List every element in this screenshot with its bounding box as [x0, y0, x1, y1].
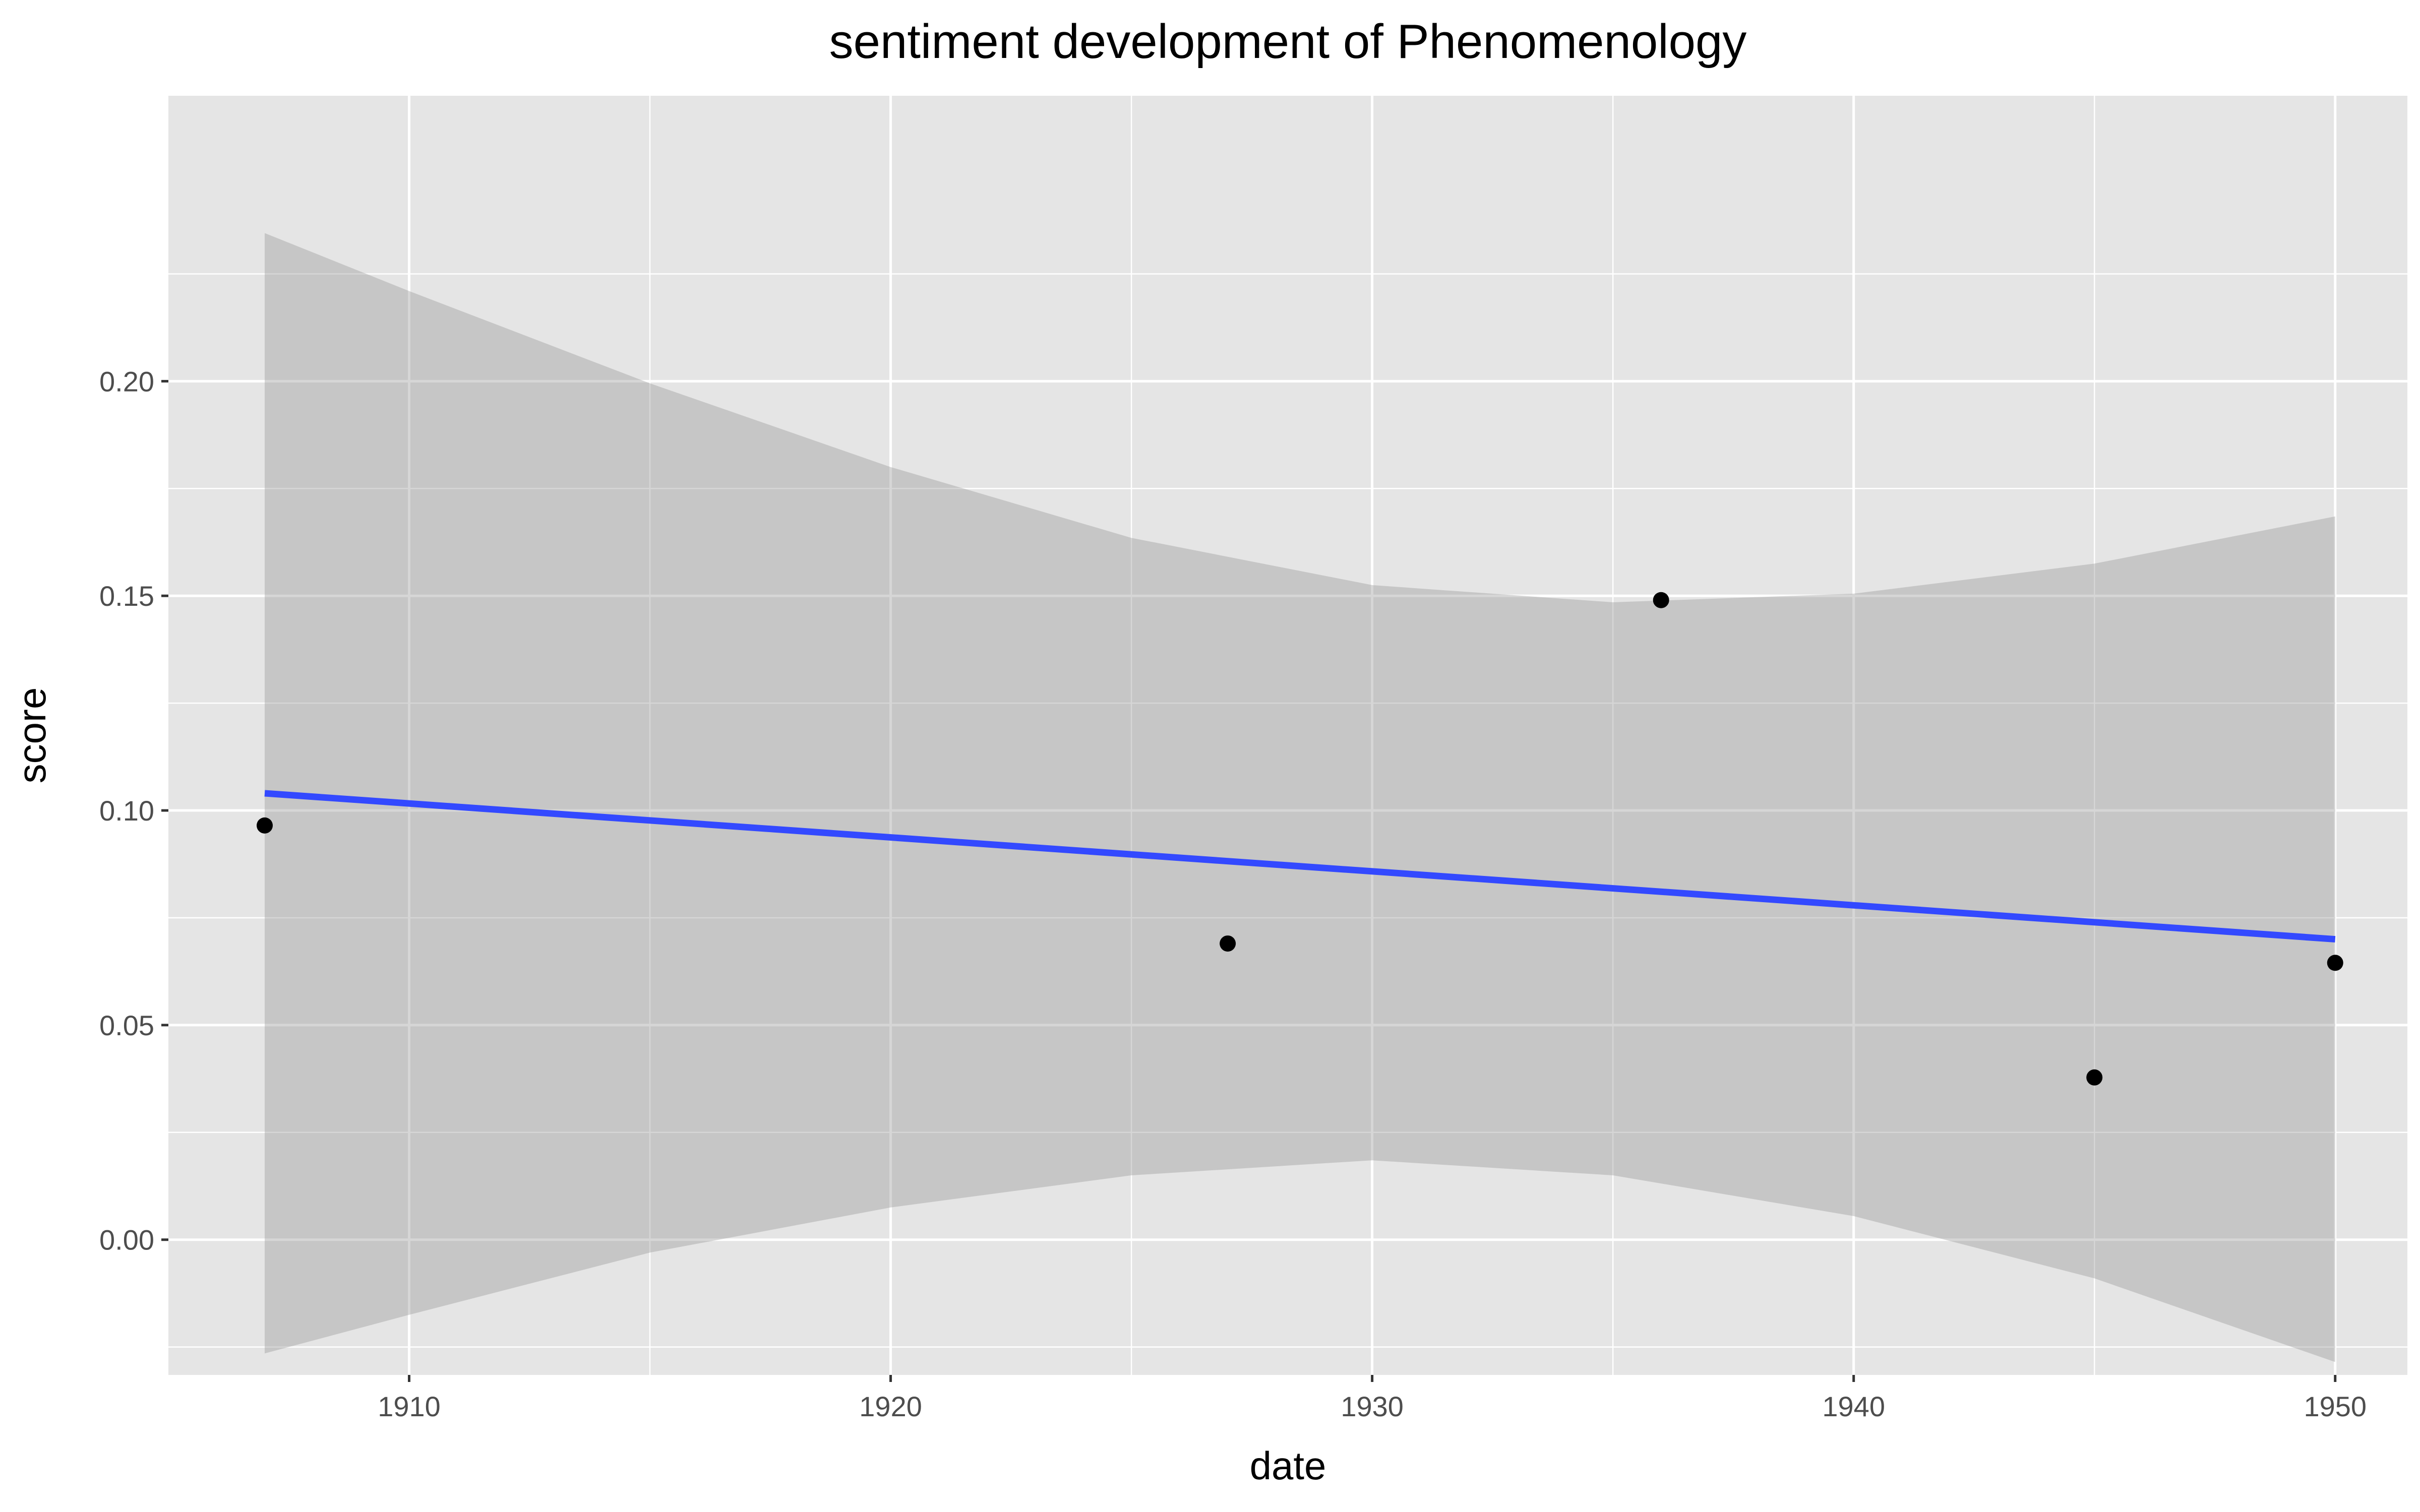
data-point — [1653, 592, 1669, 608]
x-axis: 1910 1920 1930 1940 1950 — [378, 1375, 2367, 1422]
x-tick-label: 1950 — [2304, 1391, 2367, 1422]
chart-title: sentiment development of Phenomenology — [829, 15, 1747, 69]
x-tick-label: 1940 — [1822, 1391, 1885, 1422]
x-axis-title: date — [1250, 1443, 1326, 1488]
data-point — [1220, 935, 1236, 952]
data-point — [2086, 1069, 2103, 1086]
y-tick-label: 0.05 — [99, 1010, 154, 1041]
y-tick-label: 0.00 — [99, 1224, 154, 1256]
x-tick-label: 1910 — [378, 1391, 441, 1422]
data-point — [257, 817, 273, 834]
confidence-band — [265, 233, 2335, 1362]
y-tick-label: 0.15 — [99, 580, 154, 612]
x-tick-label: 1930 — [1341, 1391, 1404, 1422]
y-tick-label: 0.20 — [99, 365, 154, 397]
data-point — [2327, 955, 2343, 971]
x-tick-label: 1920 — [859, 1391, 922, 1422]
trend-line — [264, 790, 2336, 943]
y-tick-label: 0.10 — [99, 795, 154, 827]
y-axis-title: score — [10, 687, 54, 784]
data-points — [257, 592, 2343, 1086]
y-axis: 0.00 0.05 0.10 0.15 0.20 — [99, 365, 168, 1256]
plot-panel — [168, 96, 2407, 1375]
